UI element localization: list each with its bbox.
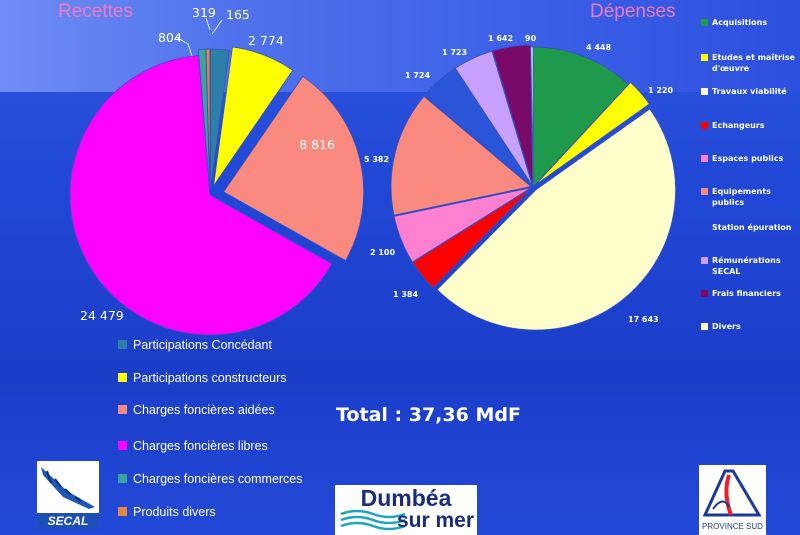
- recettes-label-charges-foncieres-commerces: 319: [192, 5, 216, 20]
- depenses-legend-item-etudes-et-maitrise-d-uvre: Etudes et maîtrise d'œuvre: [701, 52, 800, 74]
- depenses-label-remunerations-secal: 1 723: [442, 48, 467, 57]
- legend-label: Station épuration: [712, 223, 792, 232]
- recettes-label-charges-foncieres-libres: 24 479: [80, 308, 124, 323]
- province-sud-mark: [702, 469, 762, 517]
- depenses-label-echangeurs: 1 384: [393, 290, 418, 299]
- depenses-slice-equipements-publics: [390, 95, 532, 216]
- depenses-label-divers: 17 643: [628, 315, 659, 324]
- recettes-legend-item-participations-constructeurs: Participations constructeurs: [118, 370, 308, 386]
- legend-label: Etudes et maîtrise d'œuvre: [712, 53, 795, 73]
- depenses-slice-etudes-et-maitrise-d-uvre: [534, 81, 650, 186]
- depenses-slice-divers: [436, 108, 676, 331]
- depenses-legend-item-remunerations-secal: Rémunérations SECAL: [701, 255, 800, 277]
- legend-swatch: [701, 54, 708, 61]
- depenses-legend-item-acquisitions: Acquisitions: [701, 17, 800, 28]
- recettes-label-produits-divers: 165: [226, 7, 250, 22]
- recettes-leader-line: [175, 36, 193, 57]
- recettes-label-participations-concedant: 804: [158, 30, 182, 45]
- legend-swatch: [118, 441, 127, 450]
- recettes-slice-participations-constructeurs: [213, 46, 294, 186]
- recettes-slice-produits-divers: [205, 48, 211, 190]
- depenses-label-travaux-viabilite: 90: [525, 34, 537, 43]
- legend-label: Charges foncières libres: [133, 439, 268, 453]
- legend-label: Divers: [712, 322, 741, 331]
- recettes-title: Recettes: [58, 1, 133, 22]
- legend-label: Equipements publics: [712, 187, 771, 207]
- dumbea-logo: Dumbéa sur mer: [335, 485, 477, 535]
- legend-label: Echangeurs: [712, 121, 765, 130]
- recettes-slice-charges-foncieres-libres: [69, 55, 333, 336]
- legend-label: Travaux viabilité: [712, 87, 787, 96]
- legend-label: Frais financiers: [712, 289, 781, 298]
- depenses-legend-item-travaux-viabilite: Travaux viabilité: [701, 86, 800, 97]
- legend-label: Participations Concédant: [133, 338, 272, 352]
- depenses-slice-espaces-publics: [393, 187, 532, 263]
- legend-label: Participations constructeurs: [133, 371, 287, 385]
- depenses-slice-remunerations-secal: [454, 50, 533, 186]
- dumbea-logo-line1: Dumbéa: [360, 485, 452, 511]
- secal-logo: SECAL: [37, 461, 99, 529]
- depenses-label-espaces-publics: 2 100: [370, 248, 395, 257]
- secal-logo-mark: [37, 461, 99, 529]
- total-label: Total : 37,36 MdF: [336, 404, 521, 426]
- depenses-label-etudes-et-maitrise-d-uvre: 1 220: [648, 86, 673, 95]
- legend-swatch: [701, 188, 708, 195]
- recettes-legend-item-produits-divers: Produits divers: [118, 504, 308, 520]
- legend-swatch: [701, 19, 708, 26]
- legend-swatch: [118, 340, 127, 349]
- legend-swatch: [701, 290, 708, 297]
- recettes-leader-line: [211, 19, 223, 35]
- depenses-legend-item-espaces-publics: Espaces publics: [701, 153, 800, 164]
- depenses-legend-item-station-epuration: Station épuration: [701, 222, 800, 233]
- dumbea-logo-line2: sur mer: [397, 509, 475, 532]
- depenses-slice-echangeurs: [412, 187, 532, 289]
- legend-swatch: [118, 405, 127, 414]
- legend-swatch: [701, 122, 708, 129]
- recettes-label-charges-foncieres-aidees: 8 816: [299, 137, 335, 152]
- legend-label: Produits divers: [133, 505, 216, 519]
- legend-swatch: [118, 507, 127, 516]
- recettes-legend-item-charges-foncieres-commerces: Charges foncières commerces: [118, 471, 308, 487]
- depenses-slice-station-epuration: [424, 67, 533, 186]
- depenses-slice-travaux-viabilite: [530, 46, 534, 188]
- depenses-label-station-epuration: 1 724: [405, 71, 430, 80]
- depenses-label-acquisitions: 4 448: [586, 43, 611, 52]
- legend-swatch: [701, 257, 708, 264]
- legend-label: Charges foncières commerces: [133, 472, 303, 486]
- recettes-label-participations-constructeurs: 2 774: [248, 33, 284, 48]
- recettes-leader-line: [205, 17, 211, 31]
- recettes-legend-item-participations-concedant: Participations Concédant: [118, 337, 308, 353]
- legend-swatch: [701, 88, 708, 95]
- legend-label: Charges foncières aidées: [133, 403, 275, 417]
- depenses-legend-item-equipements-publics: Equipements publics: [701, 186, 800, 208]
- legend-swatch: [701, 155, 708, 162]
- depenses-slice-frais-financiers: [491, 44, 534, 186]
- header-band: [0, 0, 800, 92]
- depenses-slice-acquisitions: [532, 46, 629, 189]
- recettes-legend-item-charges-foncieres-libres: Charges foncières libres: [118, 438, 308, 454]
- recettes-slice-participations-concedant: [210, 48, 230, 190]
- legend-swatch: [118, 474, 127, 483]
- depenses-legend-item-frais-financiers: Frais financiers: [701, 288, 800, 299]
- legend-swatch: [118, 373, 127, 382]
- depenses-title: Dépenses: [590, 1, 676, 22]
- legend-label: Espaces publics: [712, 154, 784, 163]
- recettes-legend-item-charges-foncieres-aidees: Charges foncières aidées: [118, 402, 308, 418]
- province-sud-text: PROVINCE SUD: [702, 522, 763, 531]
- depenses-label-frais-financiers: 1 642: [488, 34, 513, 43]
- recettes-slice-charges-foncieres-aidees: [223, 75, 364, 262]
- legend-swatch: [701, 323, 708, 330]
- legend-label: Acquisitions: [712, 18, 768, 27]
- wave-icon: [340, 509, 406, 531]
- legend-label: Rémunérations SECAL: [712, 256, 781, 276]
- depenses-legend-item-divers: Divers: [701, 321, 800, 332]
- depenses-label-equipements-publics: 5 382: [364, 155, 389, 164]
- secal-logo-text: SECAL: [47, 514, 89, 528]
- province-sud-logo: PROVINCE SUD: [699, 465, 766, 535]
- depenses-legend-item-echangeurs: Echangeurs: [701, 120, 800, 131]
